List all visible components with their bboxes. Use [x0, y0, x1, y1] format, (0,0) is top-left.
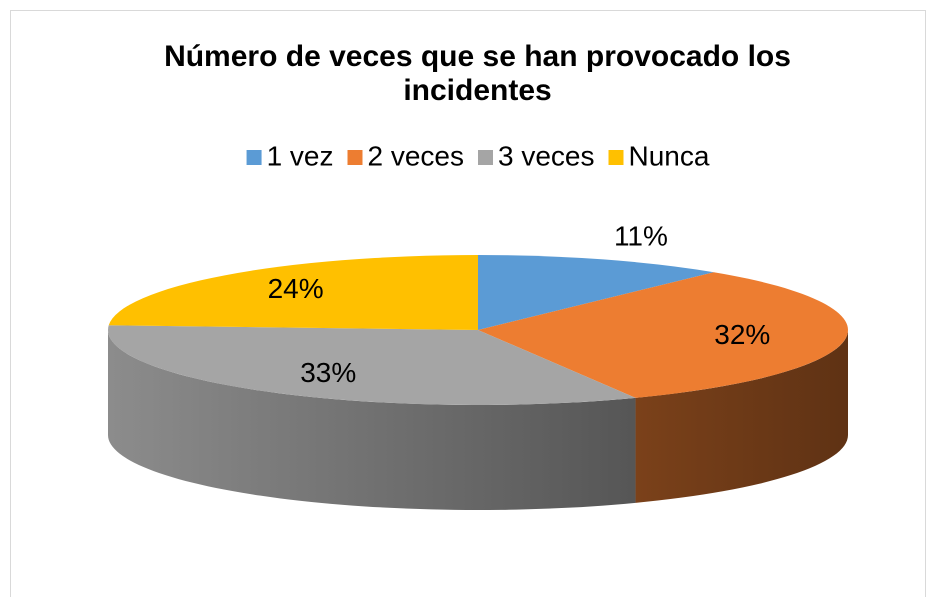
legend-label: 2 veces: [368, 140, 465, 171]
legend-label: 3 veces: [498, 140, 595, 171]
pie-slice: [478, 272, 848, 398]
data-label: 32%: [714, 319, 770, 350]
pie-slice: [108, 325, 636, 405]
pie-slice: [478, 255, 714, 330]
pie-side: [108, 330, 636, 510]
legend-label: 1 vez: [267, 140, 334, 171]
chart-title: Número de veces que se han provocado los…: [164, 40, 791, 107]
data-label: 33%: [300, 357, 356, 388]
legend-swatch: [246, 150, 262, 165]
legend-swatch: [608, 150, 624, 165]
pie-slice: [108, 255, 479, 330]
data-label: 24%: [268, 273, 324, 304]
data-label: 11%: [614, 221, 668, 252]
legend-swatch: [347, 150, 363, 165]
legend-label: Nunca: [629, 140, 710, 171]
pie-side: [635, 330, 848, 503]
chart-frame: [10, 10, 926, 597]
legend-swatch: [478, 150, 493, 165]
